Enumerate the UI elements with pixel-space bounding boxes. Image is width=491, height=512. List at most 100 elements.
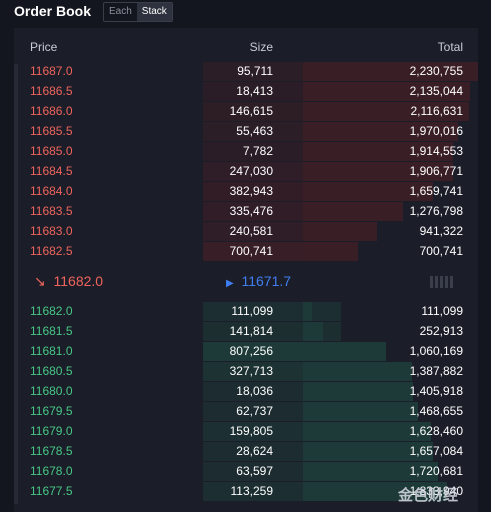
column-header: Price Size Total [14, 28, 478, 64]
price-cell: 11681.5 [30, 324, 73, 338]
bid-row[interactable]: 11679.0 159,805 1,628,460 [14, 421, 478, 441]
bid-row[interactable]: 11682.0 111,099 111,099 [14, 301, 478, 321]
total-cell: 1,657,084 [409, 444, 463, 458]
total-cell: 1,387,882 [409, 364, 463, 378]
mark-price-icon: ▶ [226, 278, 234, 289]
price-cell: 11678.0 [30, 464, 73, 478]
price-cell: 11677.5 [30, 484, 73, 498]
toggle-each[interactable]: Each [109, 6, 132, 17]
bid-row[interactable]: 11680.5 327,713 1,387,882 [14, 361, 478, 381]
mid-price-row: ↘ 11682.0 ▶ 11671.7 [14, 266, 478, 296]
order-book-panel: Price Size Total 11687.0 95,711 2,230,755 1… [14, 28, 478, 512]
price-cell: 11680.0 [30, 384, 73, 398]
bid-row[interactable]: 11678.0 63,597 1,720,681 [14, 461, 478, 481]
size-cell: 327,713 [229, 364, 273, 378]
ask-row[interactable]: 11685.5 55,463 1,970,016 [14, 121, 478, 141]
total-cell: 1,720,681 [409, 464, 463, 478]
total-cell: 111,099 [421, 304, 463, 318]
size-cell: 95,711 [237, 64, 273, 78]
ask-row[interactable]: 11684.5 247,030 1,906,771 [14, 161, 478, 181]
bid-total-bar [303, 322, 323, 341]
order-book-header: Order Book Each Stack [0, 0, 491, 26]
price-cell: 11679.0 [30, 424, 73, 438]
total-cell: 2,230,755 [409, 64, 463, 78]
bid-total-bar [303, 422, 431, 441]
price-cell: 11681.0 [30, 344, 73, 358]
down-arrow-icon: ↘ [34, 273, 46, 289]
ask-row[interactable]: 11684.0 382,943 1,659,741 [14, 181, 478, 201]
size-cell: 159,805 [229, 424, 273, 438]
price-cell: 11684.0 [30, 184, 73, 198]
last-price-value: 11682.0 [53, 273, 104, 289]
ask-total-bar [303, 122, 458, 141]
ask-total-bar [303, 162, 453, 181]
price-cell: 11683.5 [30, 204, 73, 218]
total-cell: 1,628,460 [409, 424, 463, 438]
price-cell: 11685.0 [30, 144, 73, 158]
bid-row[interactable]: 11680.0 18,036 1,405,918 [14, 381, 478, 401]
bid-total-bar [303, 382, 414, 401]
ask-total-bar [303, 142, 454, 161]
total-cell: 1,970,016 [409, 124, 463, 138]
size-cell: 7,782 [242, 144, 273, 158]
size-cell: 113,259 [230, 484, 274, 498]
bid-row[interactable]: 11678.5 28,624 1,657,084 [14, 441, 478, 461]
size-cell: 18,036 [236, 384, 273, 398]
price-cell: 11680.5 [30, 364, 73, 378]
signal-bars-icon [430, 275, 455, 291]
ask-total-bar [303, 102, 470, 121]
size-cell: 382,943 [229, 184, 273, 198]
ask-total-bar [303, 62, 478, 81]
ask-row[interactable]: 11686.5 18,413 2,135,044 [14, 81, 478, 101]
total-column-header: Total [437, 40, 463, 54]
ask-row[interactable]: 11685.0 7,782 1,914,553 [14, 141, 478, 161]
view-toggle[interactable]: Each Stack [103, 2, 173, 22]
total-cell: 1,276,798 [409, 204, 463, 218]
total-cell: 1,405,918 [409, 384, 463, 398]
size-cell: 247,030 [229, 164, 273, 178]
ask-row[interactable]: 11682.5 700,741 700,741 [14, 241, 478, 261]
ask-total-bar [303, 242, 358, 261]
size-column-header: Size [249, 40, 273, 54]
size-cell: 55,463 [236, 124, 273, 138]
total-cell: 2,135,044 [409, 84, 463, 98]
price-column-header: Price [30, 40, 58, 54]
total-cell: 1,833,940 [409, 484, 463, 498]
toggle-stack[interactable]: Stack [136, 3, 172, 21]
price-cell: 11685.5 [30, 124, 73, 138]
bid-total-bar [303, 402, 419, 421]
bid-total-bar [303, 302, 312, 321]
price-cell: 11682.5 [30, 244, 73, 258]
total-cell: 252,913 [419, 324, 463, 338]
scrollbar[interactable] [14, 64, 18, 504]
bid-row[interactable]: 11677.5 113,259 1,833,940 [14, 481, 478, 501]
size-cell: 141,814 [229, 324, 273, 338]
size-cell: 62,737 [236, 404, 273, 418]
total-cell: 1,914,553 [409, 144, 463, 158]
size-cell: 240,581 [229, 224, 273, 238]
bid-total-bar [303, 482, 447, 501]
price-cell: 11678.5 [30, 444, 73, 458]
bid-total-bar [303, 342, 387, 361]
price-cell: 11687.0 [30, 64, 73, 78]
ask-row[interactable]: 11686.0 146,615 2,116,631 [14, 101, 478, 121]
bid-row[interactable]: 11681.5 141,814 252,913 [14, 321, 478, 341]
ask-row[interactable]: 11683.5 335,476 1,276,798 [14, 201, 478, 221]
size-cell: 18,413 [236, 84, 273, 98]
size-cell: 807,256 [229, 344, 273, 358]
order-book-title: Order Book [14, 3, 92, 19]
price-cell: 11684.5 [30, 164, 73, 178]
ask-row[interactable]: 11687.0 95,711 2,230,755 [14, 61, 478, 81]
bid-row[interactable]: 11679.5 62,737 1,468,655 [14, 401, 478, 421]
price-cell: 11679.5 [30, 404, 73, 418]
price-cell: 11682.0 [30, 304, 73, 318]
mark-price-value: 11671.7 [241, 273, 292, 289]
ask-total-bar [303, 82, 471, 101]
bid-total-bar [303, 362, 412, 381]
total-cell: 2,116,631 [410, 104, 464, 118]
price-cell: 11686.0 [30, 104, 73, 118]
bid-row[interactable]: 11681.0 807,256 1,060,169 [14, 341, 478, 361]
total-cell: 700,741 [419, 244, 463, 258]
ask-row[interactable]: 11683.0 240,581 941,322 [14, 221, 478, 241]
total-cell: 1,060,169 [409, 344, 463, 358]
